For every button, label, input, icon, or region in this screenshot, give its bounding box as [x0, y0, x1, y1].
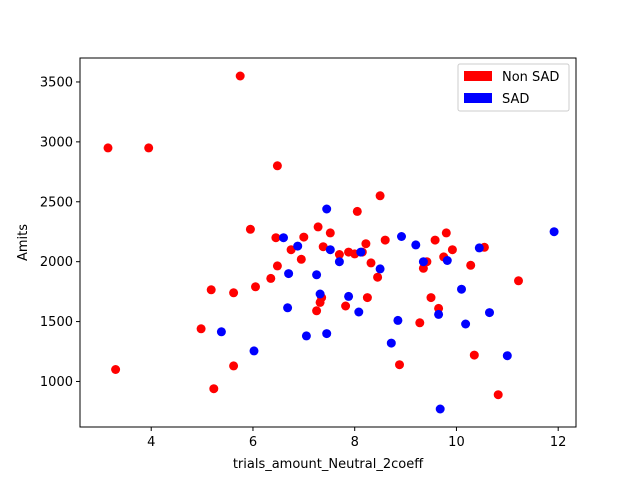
non-sad-point-41: [430, 235, 440, 245]
non-sad-point-10: [251, 282, 260, 292]
legend-swatch-sad: [464, 93, 492, 103]
sad-point-29: [502, 351, 512, 361]
non-sad-point-14: [272, 261, 282, 271]
sad-point-18: [393, 315, 403, 325]
sad-point-9: [322, 204, 332, 214]
sad-point-25: [457, 284, 466, 294]
legend-swatch-non-sad: [464, 71, 492, 81]
sad-point-30: [549, 227, 559, 237]
sad-point-11: [325, 245, 335, 255]
legend-label-sad: SAD: [502, 92, 529, 107]
sad-point-0: [216, 327, 226, 337]
sad-point-15: [356, 247, 366, 257]
non-sad-point-28: [352, 206, 362, 216]
non-sad-point-47: [469, 350, 479, 360]
sad-point-22: [434, 309, 444, 319]
non-sad-point-7: [229, 288, 239, 298]
non-sad-point-8: [235, 71, 245, 81]
sad-point-20: [411, 240, 421, 250]
sad-point-12: [334, 257, 344, 267]
sad-point-7: [312, 270, 322, 280]
non-sad-point-31: [362, 293, 372, 303]
sad-point-2: [279, 233, 288, 243]
non-sad-point-1: [111, 365, 121, 374]
non-sad-point-33: [373, 272, 383, 282]
sad-point-24: [442, 256, 452, 265]
non-sad-point-5: [209, 384, 219, 394]
y-tick-label: 2000: [40, 255, 73, 270]
y-tick-label: 3500: [40, 75, 73, 90]
non-sad-point-50: [514, 276, 523, 286]
non-sad-point-15: [286, 245, 296, 255]
non-sad-point-12: [271, 233, 281, 243]
legend-label-non-sad: Non SAD: [502, 70, 559, 85]
legend: Non SAD SAD: [457, 63, 570, 112]
sad-point-26: [461, 319, 471, 329]
x-tick-label: 12: [550, 435, 567, 450]
x-axis-label: trials_amount_Neutral_2coeff: [233, 457, 424, 472]
non-sad-point-23: [325, 228, 335, 238]
y-axis-ticks: 1000 1500 2000 2500 3000 3500: [40, 75, 80, 390]
non-sad-point-11: [266, 273, 276, 283]
non-sad-point-18: [312, 306, 322, 316]
non-sad-point-38: [418, 263, 428, 273]
non-sad-point-46: [466, 260, 476, 270]
non-sad-point-45: [447, 245, 457, 255]
x-tick-label: 10: [448, 435, 465, 450]
non-sad-point-17: [299, 232, 309, 242]
x-tick-label: 8: [351, 435, 359, 450]
sad-point-21: [418, 257, 428, 267]
sad-point-8: [315, 289, 325, 299]
y-tick-label: 2500: [40, 195, 73, 210]
non-sad-point-16: [296, 254, 306, 264]
non-sad-point-34: [375, 191, 385, 201]
sad-point-23: [435, 404, 445, 414]
sad-point-28: [485, 308, 494, 318]
non-sad-point-32: [366, 258, 376, 268]
non-sad-point-9: [245, 224, 255, 234]
sad-point-3: [283, 303, 293, 313]
sad-point-27: [474, 243, 484, 253]
x-axis-ticks: 4 6 8 10 12: [147, 427, 566, 450]
non-sad-point-2: [144, 143, 154, 153]
non-sad-point-44: [441, 228, 451, 238]
sad-point-10: [322, 329, 332, 339]
sad-point-6: [301, 331, 311, 341]
non-sad-point-19: [313, 222, 323, 232]
y-tick-label: 3000: [40, 135, 73, 150]
sad-point-17: [386, 338, 396, 348]
data-points: [103, 71, 559, 414]
sad-point-1: [249, 346, 259, 356]
non-sad-point-40: [426, 293, 436, 303]
sad-point-14: [354, 307, 364, 317]
sad-point-16: [375, 264, 385, 274]
sad-point-5: [293, 241, 303, 251]
non-sad-point-0: [103, 143, 113, 153]
non-sad-point-35: [380, 235, 390, 245]
y-tick-label: 1000: [40, 375, 73, 390]
non-sad-point-37: [415, 318, 425, 328]
sad-point-13: [344, 291, 354, 301]
sad-point-19: [397, 232, 406, 241]
non-sad-point-25: [341, 301, 351, 311]
y-axis-label: Amits: [16, 224, 31, 261]
non-sad-point-3: [196, 324, 206, 334]
non-sad-point-22: [318, 242, 328, 252]
non-sad-point-49: [493, 390, 503, 400]
non-sad-point-24: [334, 250, 344, 259]
sad-point-4: [284, 269, 294, 279]
y-tick-label: 1500: [40, 315, 73, 330]
non-sad-point-4: [206, 285, 216, 295]
non-sad-point-6: [229, 361, 239, 371]
plot-frame: [79, 57, 577, 428]
non-sad-point-36: [395, 360, 404, 370]
non-sad-point-30: [361, 239, 371, 249]
x-tick-label: 6: [249, 435, 257, 450]
non-sad-point-13: [272, 161, 282, 171]
x-tick-label: 4: [147, 435, 155, 450]
